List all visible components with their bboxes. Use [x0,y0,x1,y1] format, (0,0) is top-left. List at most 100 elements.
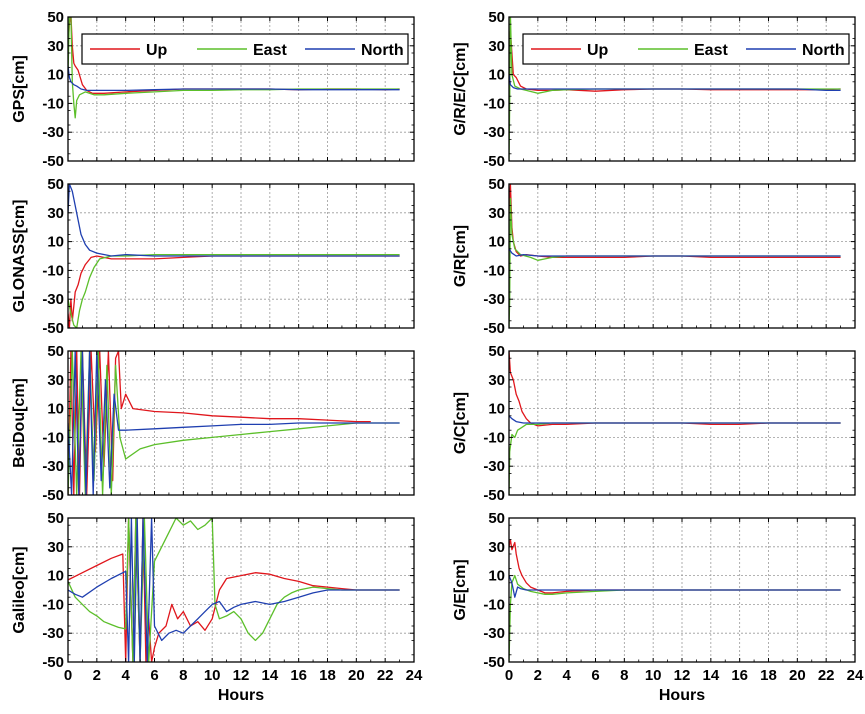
x-tick-label: 12 [233,667,250,684]
y-axis-label: G/R[cm] [452,225,469,287]
series-group [68,184,400,328]
y-tick-label: -50 [483,654,505,671]
x-axis-label: Hours [218,687,264,704]
x-tick-label: 14 [261,667,278,684]
y-tick-label: -50 [42,153,64,170]
y-tick-label: -30 [42,124,64,141]
series-group [509,538,841,662]
series-group [509,351,841,495]
x-tick-label: 14 [702,667,719,684]
y-tick-label: -50 [42,654,64,671]
series-group [509,17,841,161]
y-tick-label: 30 [47,205,64,222]
y-tick-label: -30 [483,458,505,475]
series-line-north [68,184,400,257]
y-tick-label: 30 [488,539,505,556]
x-tick-label: 0 [505,667,513,684]
y-tick-label: 10 [47,568,64,585]
y-tick-label: 30 [488,372,505,389]
y-tick-label: 30 [488,205,505,222]
legend: Up East North [81,33,409,65]
y-axis-label: G/C[cm] [452,392,469,454]
y-tick-label: -50 [483,487,505,504]
y-tick-label: 50 [47,510,64,527]
panel-1: 50 30 10 -10 -30 -50 GPS[cm] Up East North [11,9,415,170]
x-tick-label: 0 [64,667,72,684]
y-tick-label: 50 [47,343,64,360]
y-axis-label: Galileo[cm] [11,546,28,633]
y-tick-label: 10 [47,67,64,84]
series-group [68,17,400,119]
series-group [68,351,400,495]
panel-2: 50 30 10 -10 -30 -50 G/R/E/C[cm] Up East North [452,9,856,170]
y-tick-label: 30 [47,539,64,556]
y-tick-label: -10 [483,429,505,446]
y-tick-label: -50 [483,320,505,337]
x-tick-label: 10 [645,667,662,684]
y-tick-label: 30 [47,372,64,389]
x-tick-label: 20 [348,667,365,684]
y-tick-label: -30 [42,625,64,642]
x-tick-label: 18 [760,667,777,684]
y-tick-label: 50 [488,176,505,193]
x-tick-label: 22 [818,667,835,684]
legend-label-east: East [694,42,728,59]
series-line-north [68,65,400,92]
series-group [509,184,841,328]
y-tick-label: 50 [488,9,505,26]
y-tick-label: 10 [47,401,64,418]
y-tick-label: -10 [42,429,64,446]
series-line-north [509,575,841,598]
y-axis-label: G/R/E/C[cm] [452,42,469,135]
panel-4: 50 30 10 -10 -30 -50 G/R[cm] [452,176,856,337]
legend-label-east: East [253,42,287,59]
series-line-north [68,351,400,495]
y-tick-label: 50 [47,9,64,26]
x-tick-label: 6 [591,667,599,684]
y-tick-label: -30 [483,291,505,308]
y-tick-label: -10 [483,262,505,279]
series-line-east [68,17,400,119]
y-tick-label: -50 [42,487,64,504]
x-tick-label: 2 [93,667,101,684]
panel-6: 50 30 10 -10 -30 -50 G/C[cm] [452,343,856,504]
y-axis-label: GLONASS[cm] [11,200,28,313]
y-axis-label: BeiDou[cm] [11,378,28,468]
x-tick-label: 8 [620,667,628,684]
legend-label-north: North [361,42,404,59]
x-tick-label: 16 [290,667,307,684]
x-tick-label: 2 [534,667,542,684]
series-group [68,518,400,662]
panel-5: 50 30 10 -10 -30 -50 BeiDou[cm] [11,343,415,504]
y-axis-label: GPS[cm] [11,55,28,123]
x-tick-label: 24 [406,667,423,684]
y-tick-label: 50 [47,176,64,193]
y-tick-label: -30 [42,458,64,475]
x-tick-label: 20 [789,667,806,684]
series-line-east [68,518,400,662]
y-tick-label: -10 [483,596,505,613]
y-tick-label: -30 [483,124,505,141]
x-axis-label: Hours [659,687,705,704]
x-tick-label: 24 [847,667,864,684]
panel-3: 50 30 10 -10 -30 -50 GLONASS[cm] [11,176,415,337]
y-tick-label: 10 [47,234,64,251]
y-tick-label: 10 [488,401,505,418]
y-tick-label: 50 [488,510,505,527]
y-tick-label: -10 [42,95,64,112]
x-tick-label: 4 [121,667,130,684]
y-tick-label: -10 [42,596,64,613]
legend: Up East North [522,33,850,65]
x-tick-label: 18 [319,667,336,684]
series-line-north [509,74,841,92]
x-tick-label: 6 [150,667,158,684]
y-tick-label: -10 [42,262,64,279]
legend-label-north: North [802,42,845,59]
series-line-east [68,351,400,495]
x-tick-label: 22 [377,667,394,684]
x-tick-label: 16 [731,667,748,684]
y-axis-label: G/E[cm] [452,559,469,620]
